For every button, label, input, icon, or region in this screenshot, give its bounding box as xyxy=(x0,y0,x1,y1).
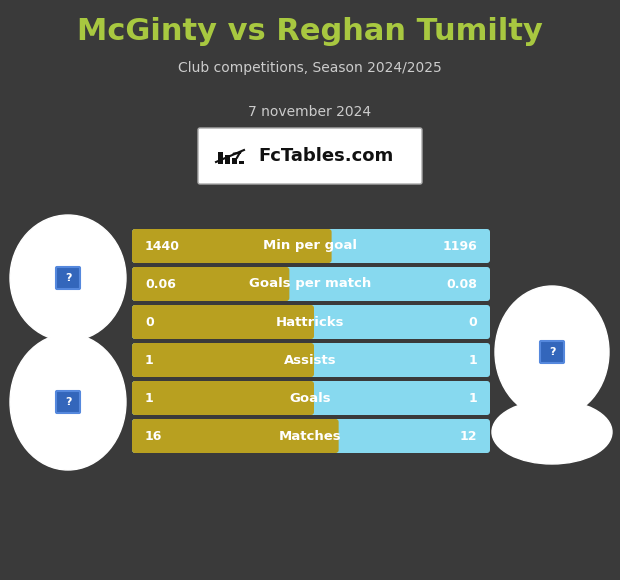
Text: Goals: Goals xyxy=(289,392,331,404)
FancyBboxPatch shape xyxy=(132,343,314,377)
FancyBboxPatch shape xyxy=(540,341,564,363)
FancyBboxPatch shape xyxy=(132,229,332,263)
Text: ?: ? xyxy=(64,273,71,283)
FancyBboxPatch shape xyxy=(56,267,80,289)
Text: 7 november 2024: 7 november 2024 xyxy=(249,105,371,119)
Text: Matches: Matches xyxy=(278,430,342,443)
Text: 0: 0 xyxy=(145,316,154,328)
FancyBboxPatch shape xyxy=(132,305,314,339)
Text: Hattricks: Hattricks xyxy=(276,316,344,328)
Text: 1440: 1440 xyxy=(145,240,180,252)
Bar xyxy=(218,152,223,164)
FancyBboxPatch shape xyxy=(132,381,314,415)
Text: McGinty vs Reghan Tumilty: McGinty vs Reghan Tumilty xyxy=(77,17,543,46)
Text: ?: ? xyxy=(64,397,71,407)
Text: ?: ? xyxy=(549,347,556,357)
FancyBboxPatch shape xyxy=(132,229,490,263)
Text: FcTables.com: FcTables.com xyxy=(258,147,393,165)
Text: 0: 0 xyxy=(468,316,477,328)
FancyBboxPatch shape xyxy=(198,128,422,184)
FancyBboxPatch shape xyxy=(132,381,490,415)
FancyBboxPatch shape xyxy=(132,267,290,301)
Bar xyxy=(239,161,244,164)
Text: 0.08: 0.08 xyxy=(446,277,477,291)
FancyBboxPatch shape xyxy=(56,391,80,413)
Text: Min per goal: Min per goal xyxy=(263,240,357,252)
FancyBboxPatch shape xyxy=(132,305,490,339)
Text: 12: 12 xyxy=(459,430,477,443)
Text: 1: 1 xyxy=(468,353,477,367)
Ellipse shape xyxy=(495,286,609,418)
Text: 1: 1 xyxy=(145,392,154,404)
Text: 16: 16 xyxy=(145,430,162,443)
Ellipse shape xyxy=(10,215,126,341)
Text: 1196: 1196 xyxy=(442,240,477,252)
Text: 1: 1 xyxy=(145,353,154,367)
FancyBboxPatch shape xyxy=(132,343,490,377)
Text: Goals per match: Goals per match xyxy=(249,277,371,291)
Text: 1: 1 xyxy=(468,392,477,404)
FancyBboxPatch shape xyxy=(132,267,490,301)
FancyBboxPatch shape xyxy=(132,419,339,453)
FancyBboxPatch shape xyxy=(132,419,490,453)
Text: Club competitions, Season 2024/2025: Club competitions, Season 2024/2025 xyxy=(178,61,442,75)
Ellipse shape xyxy=(492,400,612,464)
Text: Assists: Assists xyxy=(284,353,336,367)
Bar xyxy=(225,155,230,164)
Bar xyxy=(232,158,237,164)
Ellipse shape xyxy=(10,334,126,470)
Text: 0.06: 0.06 xyxy=(145,277,176,291)
